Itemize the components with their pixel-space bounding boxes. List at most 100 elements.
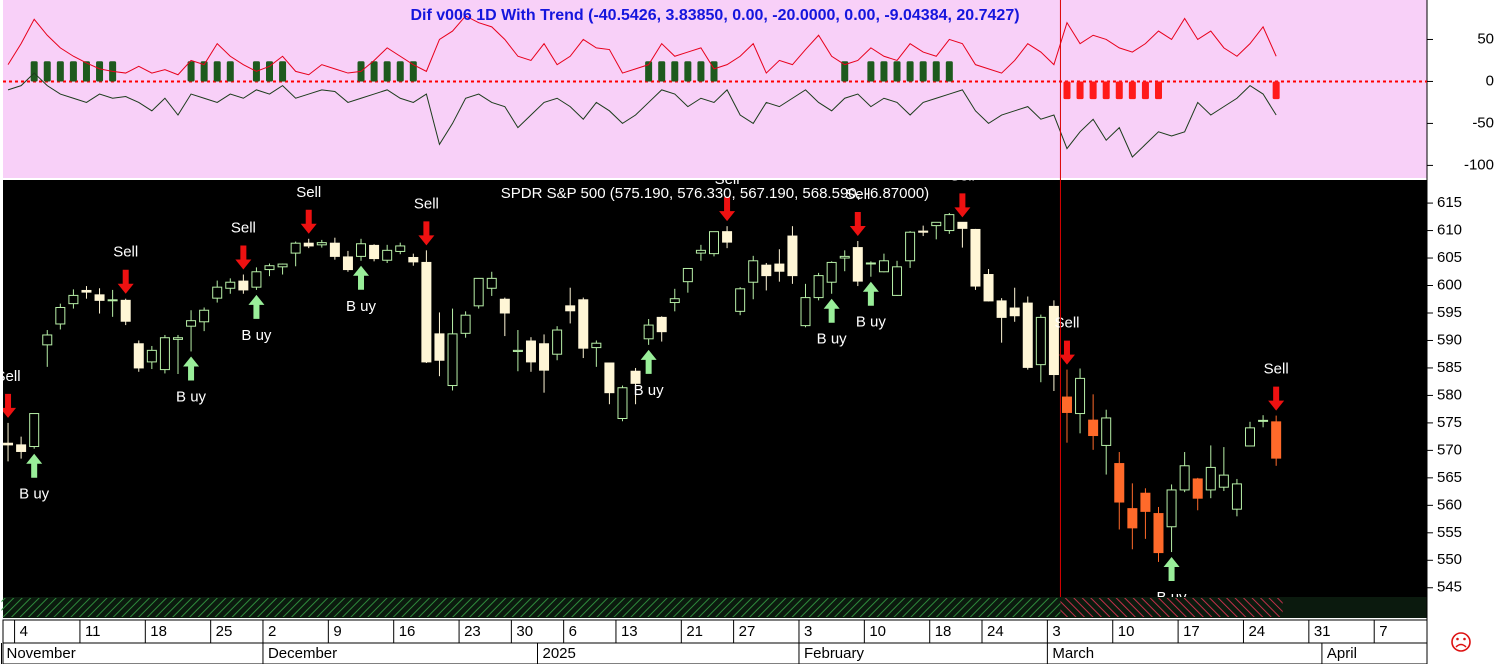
status-icon[interactable] [1451, 632, 1471, 652]
candle-body [1245, 427, 1256, 447]
indicator-line [7, 15, 1277, 76]
y-tick-label: 50 [1477, 30, 1494, 47]
candle-body [81, 289, 92, 293]
sell-arrow [235, 245, 252, 270]
candle-body [146, 349, 157, 363]
buy-arrow [248, 294, 265, 319]
candle-body [761, 264, 772, 277]
y-tick-label: -100 [1464, 156, 1494, 173]
trend-bar [396, 61, 404, 82]
buy-arrow [862, 281, 879, 306]
y-tick-label: 545 [1437, 579, 1462, 596]
candle-body [199, 309, 210, 323]
trend-bar [1089, 81, 1097, 100]
trend-bar [684, 61, 692, 82]
sell-arrow [719, 197, 736, 222]
candle-body [1061, 396, 1072, 413]
candle-body [1009, 307, 1020, 317]
candle-body [800, 297, 811, 327]
month-label: April [1327, 645, 1357, 662]
trend-bar [658, 61, 666, 82]
y-tick-label: 595 [1437, 304, 1462, 321]
candle-body [1231, 483, 1242, 510]
candle-body [172, 337, 183, 340]
signal-label: Sell [113, 244, 138, 261]
y-tick-label: 555 [1437, 524, 1462, 541]
x-tick-label: 10 [869, 623, 886, 640]
signal-label: B uy [1157, 589, 1188, 606]
candle-body [316, 242, 327, 246]
sell-arrow [117, 269, 134, 294]
candle-body [133, 343, 144, 369]
signal-label: B uy [856, 314, 887, 331]
signal-label: B uy [176, 388, 207, 405]
trend-bar [82, 61, 90, 82]
trend-bar [645, 61, 653, 82]
signal-label: Sell [715, 171, 740, 188]
candle-body [251, 271, 262, 288]
trend-bar [867, 61, 875, 82]
candle-body [107, 299, 118, 302]
x-tick-label: 7 [1379, 623, 1387, 640]
x-tick-label: 16 [399, 623, 416, 640]
trend-bar [932, 61, 940, 82]
trend-bar [56, 61, 64, 82]
x-tick-label: 11 [85, 623, 101, 640]
month-label: November [7, 645, 76, 662]
sell-arrow [1268, 386, 1285, 411]
candle-body [186, 320, 197, 327]
month-axis [2, 642, 1428, 664]
candle-body [1127, 508, 1138, 529]
candle-body [290, 242, 301, 254]
candle-body [1179, 465, 1190, 491]
candle-body [695, 249, 706, 254]
candle-body [486, 277, 497, 289]
y-tick-label: 600 [1437, 276, 1462, 293]
candle-body [565, 305, 576, 312]
trend-bar [96, 61, 104, 82]
candle-body [238, 280, 249, 291]
candle-body [94, 294, 105, 301]
trend-bar [409, 61, 417, 82]
indicator-title: Dif v006 1D With Trend (-40.5426, 3.8385… [410, 7, 1019, 24]
x-tick-label: 31 [1314, 623, 1331, 640]
y-tick-label: 585 [1437, 359, 1462, 376]
trend-bar [1154, 81, 1162, 100]
signal-label: Sell [231, 219, 256, 236]
mouth [1455, 643, 1467, 648]
trend-bar [1115, 81, 1123, 100]
trend-bar [1141, 81, 1149, 100]
candle-body [434, 333, 445, 361]
candle-body [826, 261, 837, 283]
month-label: 2025 [543, 645, 576, 662]
candle-body [865, 262, 876, 265]
candle-body [159, 337, 170, 371]
candle-body [735, 288, 746, 312]
candle-body [212, 286, 223, 299]
indicator-line [7, 72, 1277, 158]
trend-bar [906, 61, 914, 82]
trend-bar [671, 61, 679, 82]
candle-body [1205, 466, 1216, 491]
candle-body [944, 214, 955, 232]
candle-body [395, 245, 406, 252]
signal-label: Sell [1054, 315, 1079, 332]
month-label: February [804, 645, 865, 662]
x-tick-label: 4 [20, 623, 28, 640]
candle-body [1088, 419, 1099, 437]
x-tick-label: 21 [686, 623, 703, 640]
trend-bar [213, 61, 221, 82]
candle-body [342, 256, 353, 271]
candle-body [1022, 302, 1033, 368]
y-tick-label: 590 [1437, 331, 1462, 348]
candle-body [68, 294, 79, 305]
y-tick-label: 550 [1437, 551, 1462, 568]
candle-body [1101, 417, 1112, 446]
candle-body [748, 260, 759, 283]
candle-body [512, 349, 523, 352]
candle-body [918, 230, 929, 233]
x-tick-label: 24 [1248, 623, 1265, 640]
candle-body [525, 340, 536, 363]
signal-label: Sell [1264, 361, 1289, 378]
